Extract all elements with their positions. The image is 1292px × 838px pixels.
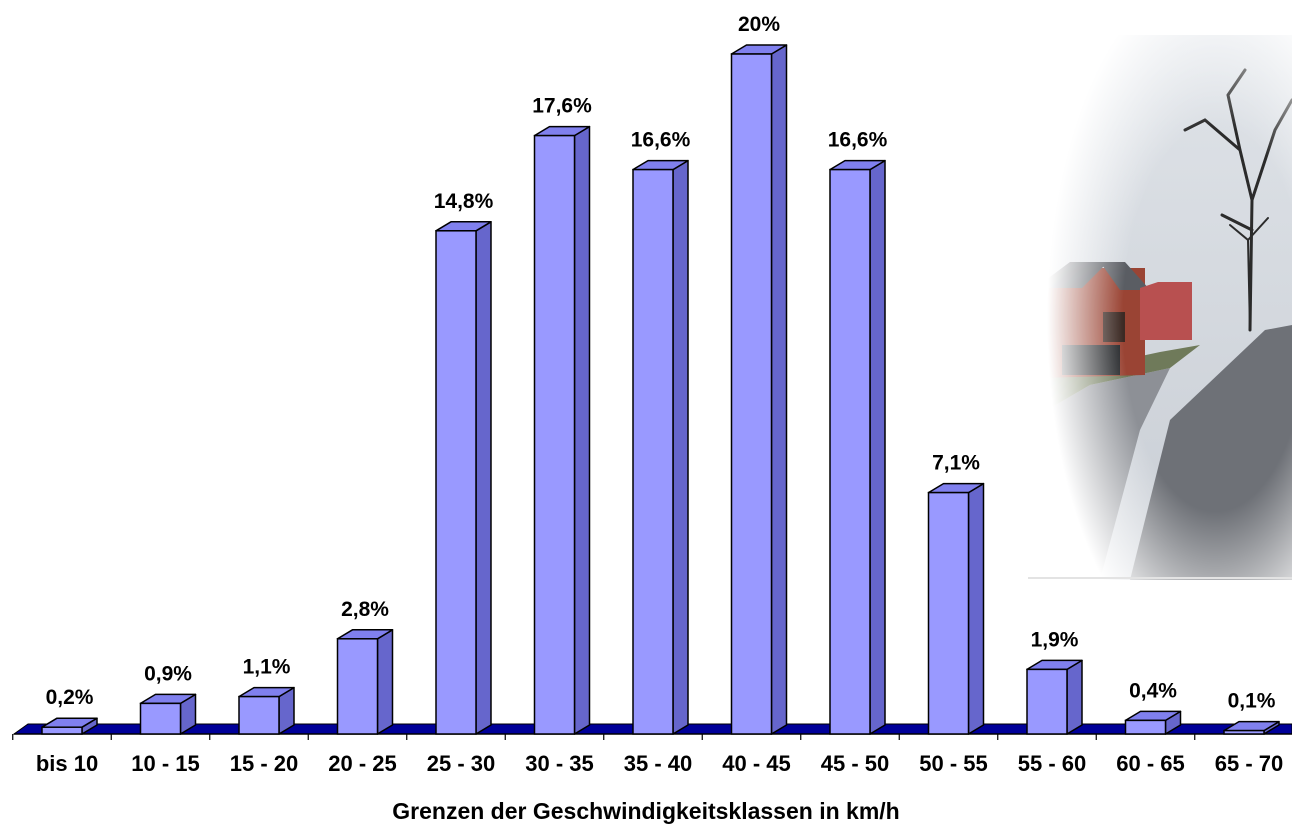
bar-side-face (869, 159, 886, 735)
bar-side-face (770, 44, 788, 735)
bar-9 (829, 159, 886, 735)
bar-value-label: 16,6% (631, 129, 691, 152)
bar-8 (730, 44, 788, 735)
village-road-photo (1020, 25, 1292, 590)
bar-front-face (1124, 719, 1167, 735)
bar-side-face (475, 221, 492, 735)
bar-side-face (573, 125, 591, 735)
bar-value-label: 14,8% (434, 190, 494, 213)
bar-6 (533, 125, 591, 735)
x-tick-label: 30 - 35 (525, 751, 594, 776)
bar-front-face (435, 230, 477, 735)
bar-front-face (927, 491, 970, 735)
bar-value-label: 2,8% (341, 598, 389, 621)
x-tick-label: 20 - 25 (328, 751, 397, 776)
bar-1 (41, 717, 98, 735)
bar-value-label: 0,2% (46, 686, 94, 709)
bar-4 (336, 629, 394, 735)
bar-value-label: 7,1% (932, 452, 980, 475)
bar-7 (632, 159, 689, 735)
x-tick-label: 35 - 40 (624, 751, 693, 776)
bar-2 (139, 693, 197, 735)
bar-value-label: 17,6% (532, 95, 592, 118)
bar-12 (1124, 710, 1182, 735)
x-tick-label: 65 - 70 (1215, 751, 1284, 776)
bar-side-face (672, 159, 689, 735)
bar-side-face (1066, 659, 1083, 735)
x-tick-label: 45 - 50 (821, 751, 890, 776)
bar-13 (1223, 720, 1280, 735)
x-tick-label: 15 - 20 (230, 751, 299, 776)
bar-value-label: 16,6% (828, 129, 888, 152)
x-tick-label: 40 - 45 (722, 751, 791, 776)
x-tick-label: 10 - 15 (131, 751, 200, 776)
bar-value-label: 0,1% (1228, 690, 1276, 713)
bar-value-label: 1,1% (243, 656, 291, 679)
x-tick-label: 25 - 30 (427, 751, 496, 776)
bar-value-label: 0,9% (144, 662, 192, 685)
bar-value-label: 20% (738, 13, 780, 36)
x-tick-label: bis 10 (36, 751, 98, 776)
bar-front-face (1026, 668, 1068, 735)
x-tick-label: 55 - 60 (1018, 751, 1087, 776)
x-tick-label: 50 - 55 (919, 751, 988, 776)
bar-11 (1026, 659, 1083, 735)
x-tick-label: 60 - 65 (1116, 751, 1185, 776)
bar-front-face (533, 134, 576, 735)
bar-value-label: 0,4% (1129, 679, 1177, 702)
bar-front-face (1223, 729, 1265, 735)
bar-3 (238, 686, 295, 735)
bar-5 (435, 221, 492, 735)
bar-front-face (632, 168, 674, 735)
bar-front-face (41, 726, 83, 735)
x-axis-title: Grenzen der Geschwindigkeitsklassen in k… (392, 798, 899, 824)
bar-side-face (376, 629, 394, 735)
bar-10 (927, 482, 985, 735)
bar-front-face (730, 53, 773, 735)
bar-side-face (967, 482, 985, 735)
bar-value-label: 1,9% (1031, 628, 1079, 651)
bar-front-face (139, 702, 182, 735)
bar-front-face (238, 695, 280, 735)
bar-front-face (336, 638, 379, 735)
bar-front-face (829, 168, 871, 735)
